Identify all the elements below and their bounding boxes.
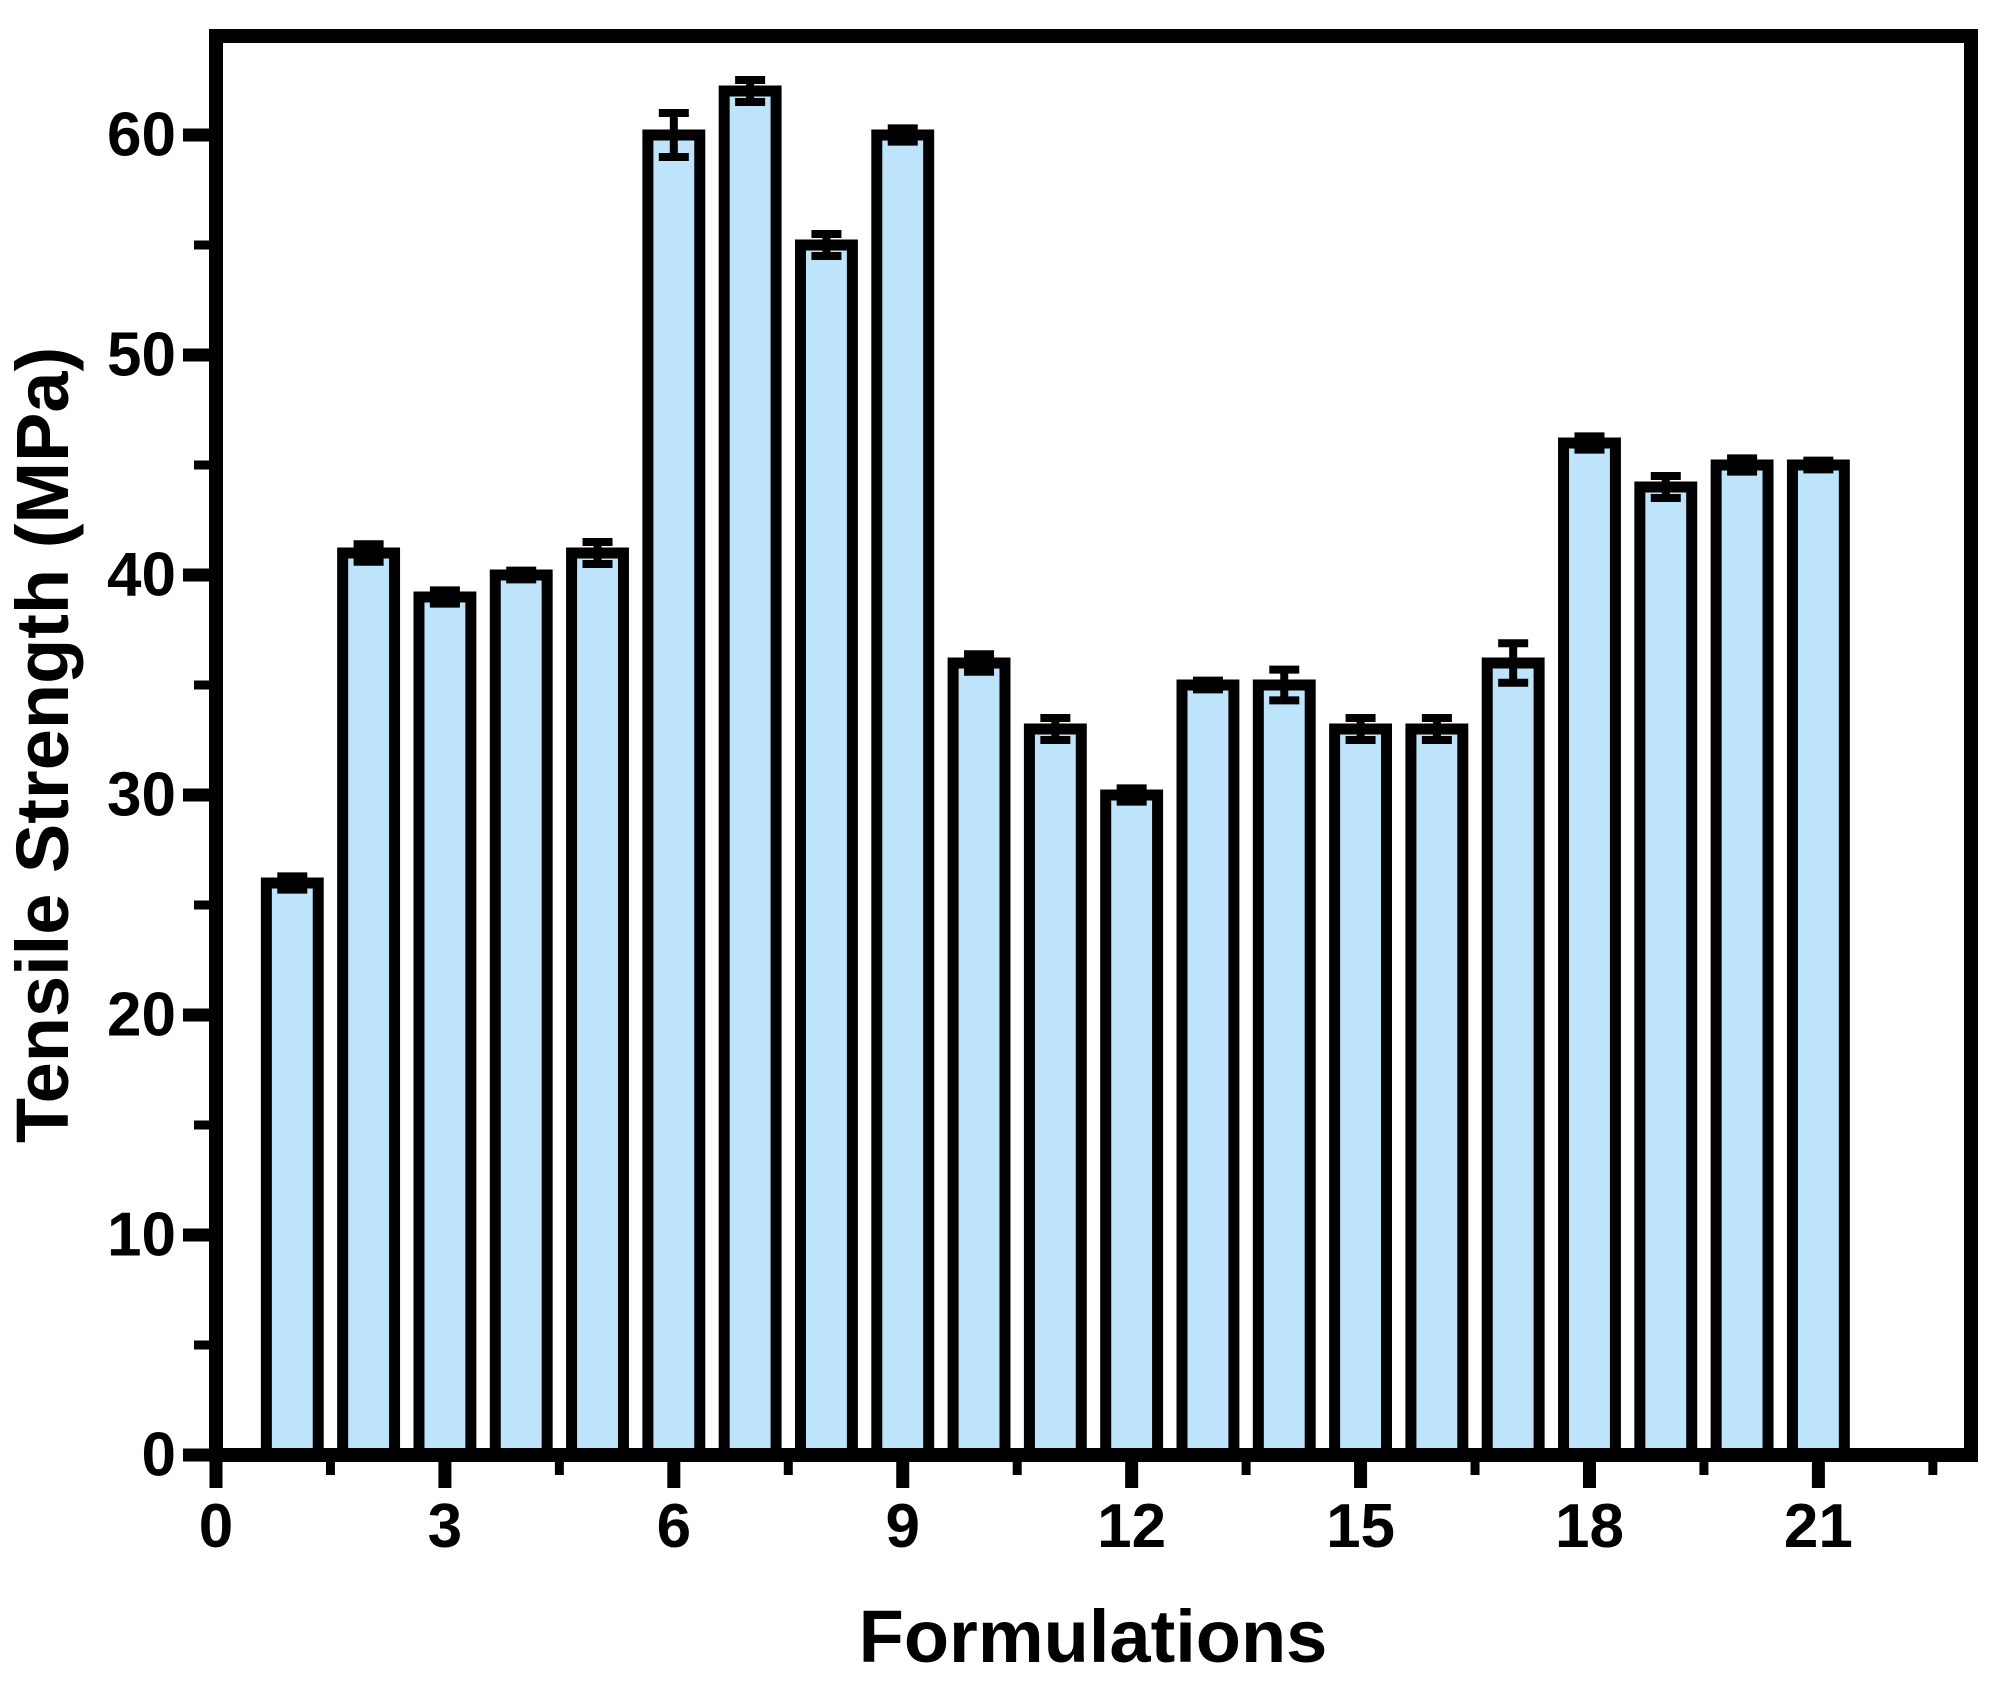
plot-layers: 0 10 20 30 40 50 60 0 3 6 9 12 15 18 21: [107, 29, 1978, 1562]
bar-18: [1558, 437, 1621, 1461]
error-bar-13: [1192, 676, 1223, 694]
bar-13: [1176, 679, 1240, 1461]
x-tick-label-18: 18: [1555, 1492, 1624, 1561]
error-bar-4: [506, 566, 537, 584]
x-tick-label-15: 15: [1326, 1492, 1395, 1561]
bar-2: [337, 547, 401, 1461]
error-bar-21: [1803, 456, 1834, 474]
error-bar-15: [1345, 714, 1376, 744]
error-bar-7: [735, 76, 766, 106]
bar-21: [1786, 459, 1850, 1461]
x-tick-label-0: 0: [199, 1492, 233, 1561]
error-bar-16: [1421, 714, 1452, 744]
error-bar-11: [1040, 714, 1071, 744]
bar-20: [1710, 459, 1774, 1461]
y-tick-label-10: 10: [107, 1201, 176, 1270]
error-bar-9: [887, 124, 918, 146]
bar-12: [1100, 789, 1164, 1461]
x-axis-title: Formulations: [859, 1595, 1328, 1678]
error-bars-group: [277, 76, 1834, 894]
error-bar-1: [277, 872, 308, 894]
ticks-group: [183, 128, 1938, 1488]
bar-10: [947, 657, 1011, 1461]
x-tick-label-3: 3: [428, 1492, 462, 1561]
y-tick-label-60: 60: [107, 101, 176, 170]
error-bar-6: [658, 109, 689, 161]
error-bar-18: [1574, 432, 1605, 454]
x-tick-label-12: 12: [1097, 1492, 1166, 1561]
y-tick-label-20: 20: [107, 981, 176, 1050]
y-axis-title: Tensile Strength (MPa): [1, 347, 84, 1143]
error-bar-5: [582, 538, 613, 568]
bar-14: [1252, 679, 1316, 1461]
axes-group: [209, 29, 1978, 1462]
x-tick-label-6: 6: [657, 1492, 691, 1561]
bar-1: [260, 877, 324, 1461]
error-bar-10: [964, 650, 995, 676]
bar-4: [489, 569, 553, 1461]
x-tick-label-9: 9: [885, 1492, 919, 1561]
bar-8: [794, 239, 858, 1461]
y-tick-label-30: 30: [107, 761, 176, 830]
bar-19: [1634, 481, 1698, 1461]
error-bar-3: [429, 586, 460, 608]
y-tick-label-50: 50: [107, 321, 176, 390]
bar-7: [718, 85, 782, 1461]
x-tick-label-21: 21: [1784, 1492, 1853, 1561]
axis-frame: [209, 29, 1978, 1462]
error-bar-20: [1727, 454, 1758, 476]
error-bar-14: [1269, 665, 1300, 705]
error-bar-17: [1498, 639, 1529, 687]
bar-15: [1329, 723, 1393, 1461]
bar-16: [1405, 723, 1469, 1461]
bar-11: [1023, 723, 1087, 1461]
bar-9: [871, 129, 935, 1461]
y-tick-label-0: 0: [142, 1421, 176, 1490]
error-bar-8: [811, 230, 842, 260]
tick-labels-group: 0 10 20 30 40 50 60 0 3 6 9 12 15 18 21: [107, 101, 1853, 1562]
y-tick-label-40: 40: [107, 541, 176, 610]
bars-group: [260, 85, 1850, 1461]
bar-6: [642, 129, 706, 1461]
bar-17: [1481, 657, 1545, 1461]
error-bar-19: [1650, 472, 1681, 502]
bar-3: [413, 591, 477, 1461]
error-bar-2: [353, 540, 384, 566]
bar-5: [566, 547, 629, 1461]
error-bar-12: [1116, 784, 1147, 806]
